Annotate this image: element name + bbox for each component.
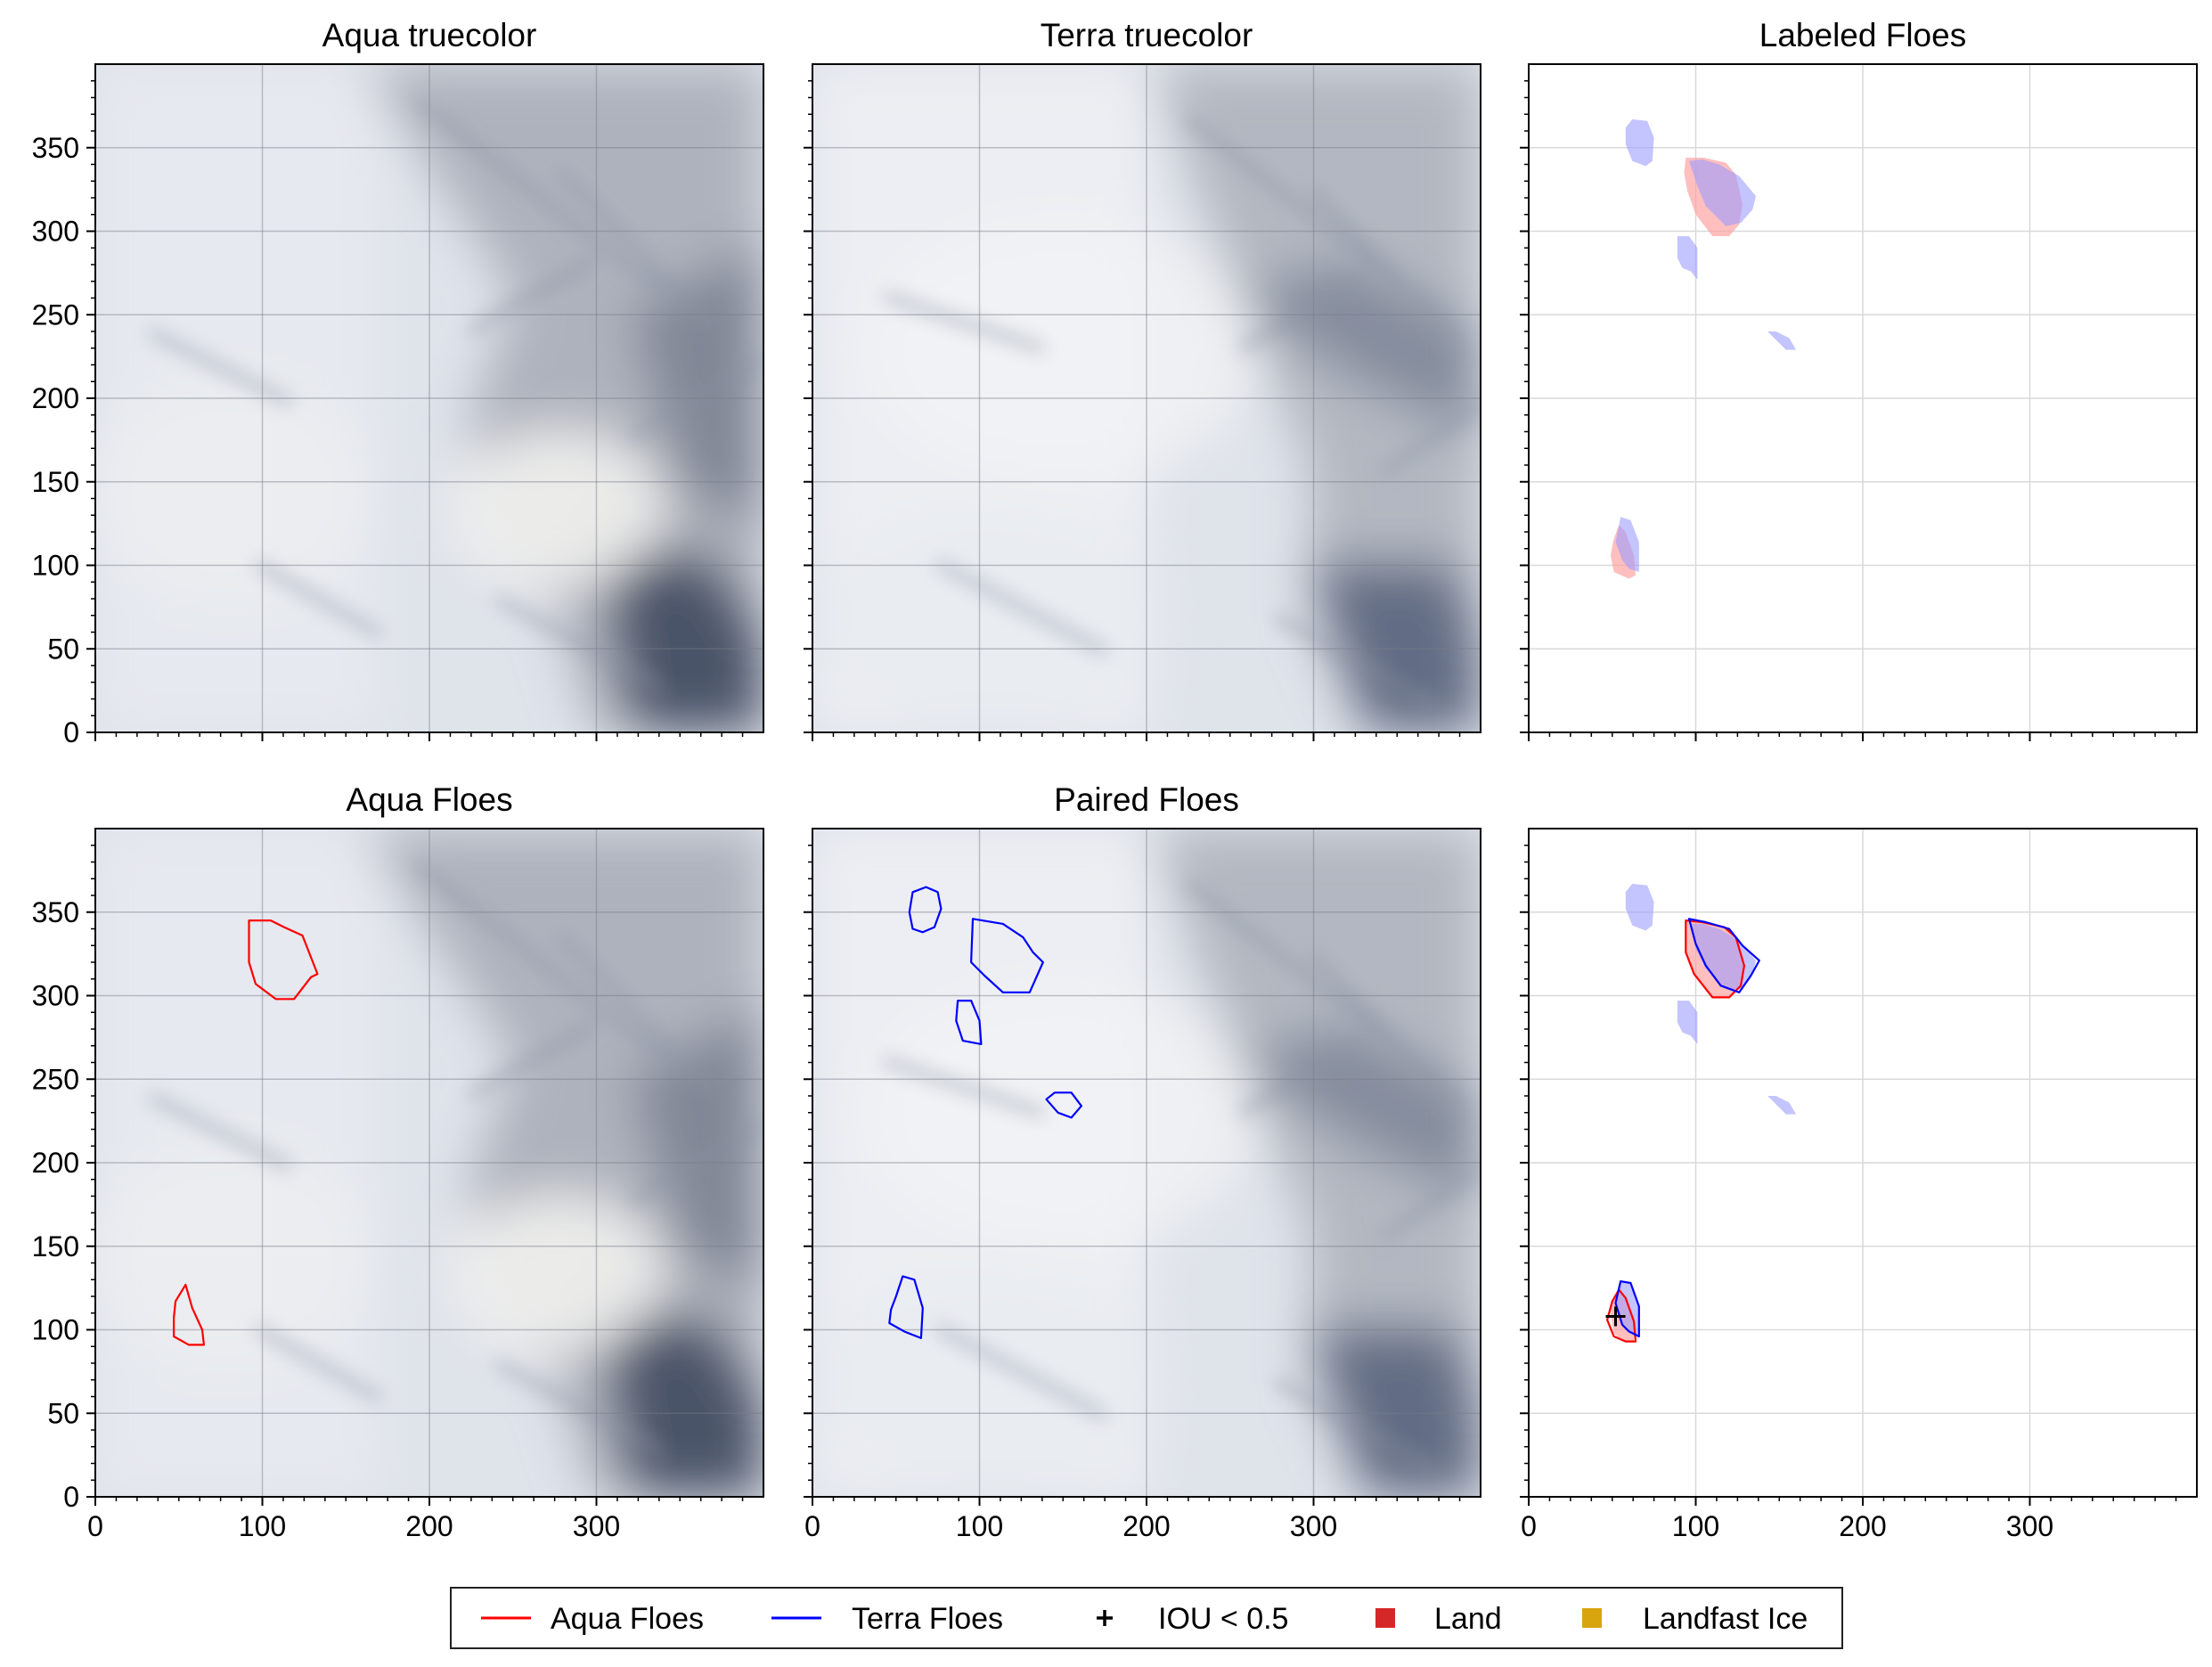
ticks: [86, 845, 744, 1506]
x-tick-label: 200: [1122, 1510, 1170, 1542]
aqua-floe-outline-1: [1605, 1288, 1637, 1343]
legend-item-terra-floes: Terra Floes: [771, 1602, 1003, 1636]
legend-frame: [450, 1587, 1843, 1649]
terra-floe-outline-5: [908, 886, 943, 934]
x-tick-label: 100: [956, 1510, 1003, 1542]
legend-label: Landfast Ice: [1643, 1602, 1808, 1636]
x-tick-label: 0: [1521, 1510, 1537, 1542]
legend-label: Terra Floes: [852, 1602, 1003, 1636]
x-tick-label: 300: [573, 1510, 620, 1542]
terra-truecolor-image: [812, 64, 1481, 732]
grid: [1529, 829, 2197, 1497]
aqua-floe-outline-1: [173, 1283, 205, 1346]
grid: [812, 829, 1481, 1497]
grid: [812, 64, 1481, 732]
terra-floe-fill-4: [1767, 1096, 1796, 1115]
grid: [95, 64, 763, 732]
terra-floe-fill-5: [1677, 1001, 1698, 1044]
y-tick-label: 350: [32, 132, 79, 164]
y-tick-label: 250: [32, 1063, 79, 1095]
terra-floe-fill-6: [1689, 159, 1756, 226]
y-tick-label: 250: [32, 298, 79, 331]
y-tick-label: 200: [32, 382, 79, 414]
x-tick-label: 200: [1839, 1510, 1886, 1542]
terra-floe-fill-4: [1767, 331, 1796, 350]
panel-5: 0 100 200 300 Paired Floes: [804, 781, 1481, 1542]
ticks: [804, 80, 1461, 741]
panel-title: Aqua truecolor: [322, 17, 537, 53]
x-tick-label: 300: [1290, 1510, 1337, 1542]
legend-label: Land: [1434, 1602, 1502, 1636]
y-tick-label: 100: [32, 550, 79, 582]
legend-square-icon: [1375, 1608, 1395, 1628]
panel-4: 0 100 200 300 0 50 100 150 200 250 300 350 Aqua Floe…: [32, 781, 764, 1542]
y-tick-label: 300: [32, 980, 79, 1012]
y-tick-label: 50: [47, 1397, 79, 1429]
panel-title: Terra truecolor: [1041, 17, 1253, 53]
y-tick-label: 150: [32, 1230, 79, 1263]
grid: [95, 829, 763, 1497]
terra-floe-outline-1: [888, 1275, 924, 1340]
panel-title: Labeled Floes: [1759, 17, 1966, 53]
x-tick-label: 0: [804, 1510, 820, 1542]
terra-floe-fill-5: [1677, 236, 1698, 280]
panel-6: 0 100 200 300: [1520, 828, 2198, 1542]
terra-floe-outline-3: [955, 999, 983, 1046]
aqua-truecolor-image: [95, 64, 763, 732]
y-tick-label: 0: [63, 1481, 79, 1513]
legend: Aqua Floes Terra Floes IOU < 0.5 Land Landfa…: [450, 1587, 1843, 1649]
terra-floe-outline-4: [969, 918, 1044, 993]
y-tick-label: 100: [32, 1314, 79, 1346]
ticks: [1520, 80, 2177, 741]
aqua-truecolor-image: [95, 829, 763, 1497]
legend-item-landfast-ice: Landfast Ice: [1582, 1602, 1808, 1636]
terra-floe-outline-4: [1687, 918, 1760, 993]
x-tick-label: 0: [87, 1510, 103, 1542]
terra-floe-fill-6: [1690, 923, 1756, 989]
x-tick-label: 100: [1672, 1510, 1719, 1542]
legend-label: IOU < 0.5: [1158, 1602, 1288, 1636]
legend-square-icon: [1582, 1608, 1602, 1628]
y-tick-label: 200: [32, 1147, 79, 1179]
panel-title: Paired Floes: [1054, 781, 1239, 818]
terra-floe-fill-7: [1625, 883, 1654, 931]
legend-item-iou-0-5: IOU < 0.5: [1097, 1602, 1288, 1636]
panel-1: 0 50 100 150 200 250 300 350 Aqua truecolor: [32, 17, 764, 748]
legend-label: Aqua Floes: [551, 1602, 704, 1636]
terra-floe-outline-3: [1614, 1279, 1640, 1338]
terra-truecolor-image: [812, 829, 1481, 1497]
panel-title: Aqua Floes: [346, 781, 512, 818]
x-tick-label: 100: [239, 1510, 286, 1542]
aqua-floe-outline-2: [1685, 919, 1746, 999]
y-tick-label: 150: [32, 466, 79, 498]
terra-floe-fill-7: [1625, 118, 1654, 167]
panel-2: Terra truecolor: [804, 17, 1481, 741]
y-tick-label: 0: [63, 716, 79, 748]
legend-item-aqua-floes: Aqua Floes: [481, 1602, 704, 1636]
x-tick-label: 200: [405, 1510, 453, 1542]
ticks: [804, 845, 1461, 1506]
legend-item-land: Land: [1375, 1602, 1502, 1636]
ticks: [1520, 845, 2177, 1506]
aqua-floe-outline-2: [248, 919, 319, 1001]
panel-3: Labeled Floes: [1520, 17, 2198, 741]
y-tick-label: 50: [47, 633, 79, 665]
x-tick-label: 300: [2006, 1510, 2053, 1542]
y-tick-label: 300: [32, 216, 79, 248]
y-tick-label: 350: [32, 896, 79, 928]
terra-floe-fill-3: [1615, 517, 1639, 572]
ticks: [86, 80, 744, 741]
iou-marker-1: [1605, 1306, 1626, 1327]
terra-floe-outline-2: [1045, 1091, 1083, 1119]
